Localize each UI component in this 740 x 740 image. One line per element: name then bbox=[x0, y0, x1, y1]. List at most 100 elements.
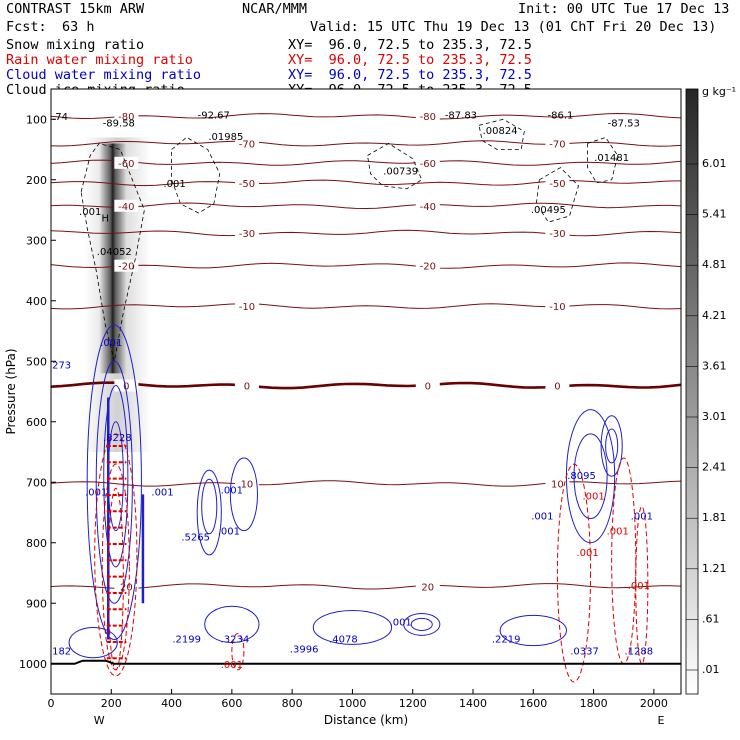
x-tick-label: 0 bbox=[48, 697, 55, 710]
temperature-extreme-label: -87.83 bbox=[445, 110, 477, 121]
plot-area bbox=[51, 89, 681, 694]
colorbar-unit: g kg⁻¹ bbox=[702, 85, 736, 98]
isotherm-label: -20 bbox=[118, 262, 134, 273]
terrain-line bbox=[51, 659, 681, 665]
isotherm-line bbox=[51, 112, 681, 120]
temperature-extreme-label: -86.1 bbox=[547, 110, 573, 121]
field-cloudwater-name: Cloud water mixing ratio bbox=[6, 67, 202, 83]
isotherm-label: -80 bbox=[420, 112, 436, 123]
cloud-water-contour bbox=[201, 478, 218, 535]
isotherm-label: -30 bbox=[239, 229, 255, 240]
cloud-water-label: .1288 bbox=[624, 646, 653, 657]
isotherm-label-bg bbox=[234, 379, 259, 392]
cloud-water-label: .5265 bbox=[181, 533, 210, 544]
cloud-water-label: .001 bbox=[218, 527, 240, 538]
isotherm-label-bg bbox=[415, 259, 440, 272]
cloud-water-contour bbox=[410, 617, 433, 631]
init-time: Init: 00 UTC Tue 17 Dec 13 bbox=[518, 1, 730, 17]
isotherm-label-bg bbox=[234, 137, 259, 150]
field-rain-name: Rain water mixing ratio bbox=[6, 52, 193, 68]
cloud-water-contour bbox=[605, 428, 619, 464]
isotherm-label-bg bbox=[415, 379, 440, 392]
colorbar-label: .61 bbox=[702, 612, 720, 625]
x-tick-label: 1600 bbox=[519, 697, 547, 710]
colorbar-label: 4.21 bbox=[702, 309, 727, 322]
valid-time: Valid: 15 UTC Thu 19 Dec 13 (01 ChT Fri … bbox=[310, 19, 717, 35]
isotherm-label: 10 bbox=[241, 479, 254, 490]
cloud-water-contour bbox=[103, 384, 129, 568]
isotherm-label-bg bbox=[114, 259, 139, 272]
cloud-water-label: .4078 bbox=[329, 634, 358, 645]
cloud-water-contour bbox=[403, 613, 441, 636]
east-label: E bbox=[658, 714, 665, 727]
temperature-extreme-label: .74 bbox=[52, 112, 68, 123]
isotherm-label: 10 bbox=[551, 479, 564, 490]
isotherm-label-bg bbox=[114, 379, 139, 392]
rain-contour bbox=[107, 487, 124, 671]
isotherm-line bbox=[51, 381, 681, 390]
field-snow-xy: XY= 96.0, 72.5 to 235.3, 72.5 bbox=[288, 37, 532, 53]
isotherm-label: -40 bbox=[118, 202, 134, 213]
isotherm-label: -60 bbox=[420, 159, 436, 170]
rain-label: .001 bbox=[582, 492, 604, 503]
cloud-water-label: .001 bbox=[151, 487, 173, 498]
cloud-water-contour bbox=[204, 605, 260, 644]
isotherm-line bbox=[51, 480, 681, 487]
rain-label: .001 bbox=[221, 660, 243, 671]
isotherm-line bbox=[51, 262, 681, 269]
colorbar-label: 2.41 bbox=[702, 461, 727, 474]
cloud-water-contour bbox=[229, 457, 258, 532]
isotherm-label: -30 bbox=[549, 229, 565, 240]
cloud-water-label: .001 bbox=[631, 512, 653, 523]
y-axis-label: Pressure (hPa) bbox=[4, 348, 18, 434]
cloud-water-label: .3996 bbox=[290, 645, 319, 656]
snow-max-label: .00495 bbox=[531, 205, 566, 216]
colorbar-label: 4.81 bbox=[702, 258, 727, 271]
y-tick-label: 800 bbox=[26, 537, 47, 550]
isotherm-label-bg bbox=[545, 226, 570, 239]
y-tick-label: 600 bbox=[26, 416, 47, 429]
colorbar-label: 3.01 bbox=[702, 410, 727, 423]
snow-max-label: .00824 bbox=[483, 126, 518, 137]
isotherm-line bbox=[51, 229, 681, 237]
isotherm-label-bg bbox=[545, 176, 570, 189]
isotherm-label: 20 bbox=[120, 582, 133, 593]
isotherm-label: 0 bbox=[244, 381, 250, 392]
snow-max-label: .01985 bbox=[208, 132, 243, 143]
x-tick-label: 2000 bbox=[640, 697, 668, 710]
snow-max-label: .001 bbox=[163, 179, 185, 190]
colorbar-label: .01 bbox=[702, 663, 720, 676]
isotherm-line bbox=[51, 583, 681, 590]
cloud-water-contour bbox=[95, 360, 133, 604]
cloud-water-label: .001 bbox=[531, 512, 553, 523]
cloud-water-label: .2219 bbox=[492, 634, 521, 645]
isotherm-line bbox=[51, 179, 681, 187]
cloud-water-label: .001 bbox=[221, 486, 243, 497]
isotherm-label: 0 bbox=[123, 381, 129, 392]
y-tick-label: 400 bbox=[26, 295, 47, 308]
y-tick-label: 200 bbox=[26, 174, 47, 187]
y-tick-label: 300 bbox=[26, 234, 47, 247]
cloud-water-contour bbox=[86, 324, 142, 641]
isotherm-line bbox=[51, 303, 681, 310]
snow-contour bbox=[171, 136, 221, 214]
colorbar-label: 1.81 bbox=[702, 511, 727, 524]
rain-label: .001 bbox=[607, 527, 629, 538]
y-tick-label: 100 bbox=[26, 113, 47, 126]
cloud-water-contour bbox=[573, 433, 608, 520]
isotherm-label-bg bbox=[234, 226, 259, 239]
isotherm-label: -70 bbox=[549, 139, 565, 150]
isotherm-label: -60 bbox=[118, 159, 134, 170]
cloud-water-contour bbox=[499, 614, 567, 647]
cloud-water-contour bbox=[600, 415, 623, 477]
y-tick-label: 900 bbox=[26, 597, 47, 610]
cloud-water-label: .2199 bbox=[172, 634, 201, 645]
isotherm-label-bg bbox=[234, 477, 259, 490]
cloud-water-contour bbox=[196, 469, 222, 556]
colorbar-label: 1.21 bbox=[702, 562, 727, 575]
snow-contour bbox=[367, 142, 423, 190]
cloud-water-label: .8095 bbox=[567, 471, 596, 482]
cloud-water-contour bbox=[312, 610, 393, 645]
isotherm-label: -50 bbox=[549, 179, 565, 190]
